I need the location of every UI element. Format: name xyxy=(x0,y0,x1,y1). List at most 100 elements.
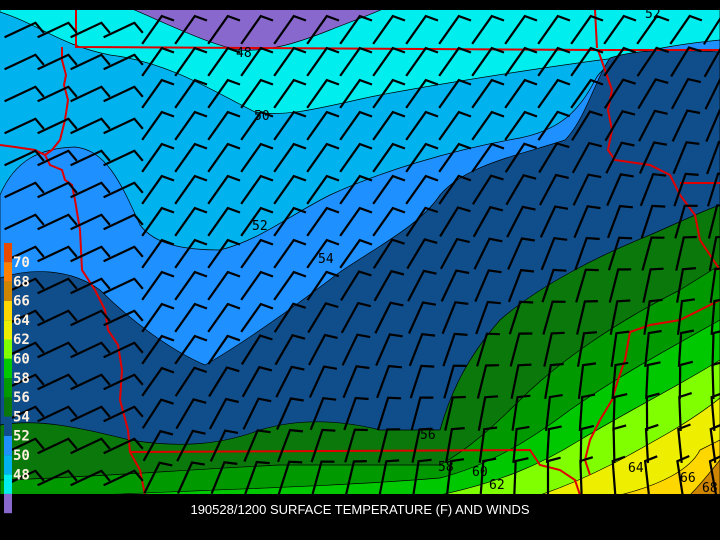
wind-barb xyxy=(103,245,144,263)
wind-barb xyxy=(645,392,660,432)
legend-swatch xyxy=(4,300,12,321)
wind-barb xyxy=(4,405,45,423)
wind-barb xyxy=(678,360,694,400)
wind-barb xyxy=(405,14,439,45)
wind-barb xyxy=(711,361,720,400)
wind-barb xyxy=(240,206,274,237)
wind-barb xyxy=(636,14,670,45)
wind-barb xyxy=(708,455,720,494)
wind-barb xyxy=(570,14,604,45)
wind-barb xyxy=(207,14,241,45)
wind-barb xyxy=(472,205,504,238)
wind-barb xyxy=(608,268,632,303)
wind-barb xyxy=(345,460,367,494)
wind-barb xyxy=(37,277,78,295)
legend-swatch xyxy=(4,397,12,417)
wind-barb xyxy=(141,334,175,365)
legend-label: 66 xyxy=(13,294,30,310)
wind-barb xyxy=(37,373,78,391)
wind-barb xyxy=(142,429,174,462)
wind-barb xyxy=(511,394,531,431)
wind-barb xyxy=(174,174,208,205)
wind-barb xyxy=(207,302,241,333)
wind-barb xyxy=(70,277,111,295)
wind-barb xyxy=(208,397,239,430)
wind-barb xyxy=(644,329,662,368)
wind-barb xyxy=(438,174,472,205)
wind-barb xyxy=(603,46,637,77)
contour-label-60: 60 xyxy=(472,465,488,480)
wind-barb xyxy=(539,173,569,206)
wind-barb xyxy=(207,206,241,237)
wind-barb xyxy=(372,174,406,205)
wind-barb xyxy=(277,460,303,494)
wind-barb xyxy=(207,270,241,301)
wind-barb xyxy=(306,206,340,237)
wind-barb xyxy=(240,110,274,141)
wind-barb xyxy=(375,333,403,367)
wind-barb xyxy=(405,174,439,205)
wind-barb xyxy=(441,301,469,335)
wind-barb xyxy=(4,277,45,295)
wind-barb xyxy=(643,298,663,335)
wind-barb xyxy=(604,110,636,142)
wind-barb xyxy=(471,14,505,45)
wind-barb xyxy=(240,270,274,301)
wind-barb xyxy=(4,53,45,71)
contour-label-52-top: 52 xyxy=(645,7,661,22)
wind-barb xyxy=(174,46,208,77)
wind-barb xyxy=(676,267,697,303)
contour-label-64: 64 xyxy=(628,461,644,476)
wind-barb xyxy=(103,85,144,103)
wind-barb xyxy=(4,373,45,391)
wind-barb xyxy=(546,456,561,494)
wind-barb xyxy=(706,140,720,175)
contour-label-52: 52 xyxy=(252,219,268,234)
wind-barb xyxy=(576,331,598,367)
wind-barb xyxy=(70,341,111,359)
legend-swatch xyxy=(4,262,12,282)
wind-barb xyxy=(210,461,238,494)
wind-barb xyxy=(174,14,208,45)
wind-barb xyxy=(308,333,338,366)
wind-barb xyxy=(273,206,307,237)
wind-barb xyxy=(579,424,595,464)
legend-swatch xyxy=(4,281,12,301)
wind-barb xyxy=(510,363,532,399)
wind-barb xyxy=(638,109,668,142)
wind-barb xyxy=(273,78,307,109)
wind-barb xyxy=(538,142,570,174)
wind-barb xyxy=(4,149,45,167)
wind-barb xyxy=(339,46,373,77)
band-66-68 xyxy=(622,439,720,494)
wind-barb xyxy=(240,302,274,333)
wind-barb xyxy=(438,110,472,141)
wind-barb xyxy=(174,366,208,397)
legend-label: 62 xyxy=(13,332,30,348)
wind-barb xyxy=(537,78,571,109)
wind-barb xyxy=(442,332,468,367)
wind-barb xyxy=(513,457,529,494)
wind-barb xyxy=(70,309,111,327)
wind-barb xyxy=(406,238,438,270)
wind-barb xyxy=(103,437,144,455)
wind-barb xyxy=(372,206,406,237)
wind-barb xyxy=(342,365,370,399)
wind-barb xyxy=(372,46,406,77)
wind-barb xyxy=(677,423,691,464)
wind-barb xyxy=(339,78,373,109)
wind-barb xyxy=(103,277,144,295)
color-legend: 70 68 66 64 62 60 58 56 54 52 50 48 xyxy=(4,243,30,514)
wind-barb xyxy=(141,206,175,237)
wind-barb xyxy=(70,437,111,455)
wind-barb xyxy=(309,397,337,431)
wind-barb xyxy=(612,393,628,432)
legend-swatch xyxy=(4,436,12,456)
wind-barb xyxy=(273,46,307,77)
wind-barb xyxy=(471,110,505,141)
wind-barb xyxy=(70,405,111,423)
wind-barb xyxy=(405,46,439,77)
wind-barb xyxy=(240,238,274,269)
wind-barb xyxy=(545,394,563,432)
wind-barb xyxy=(37,117,78,135)
